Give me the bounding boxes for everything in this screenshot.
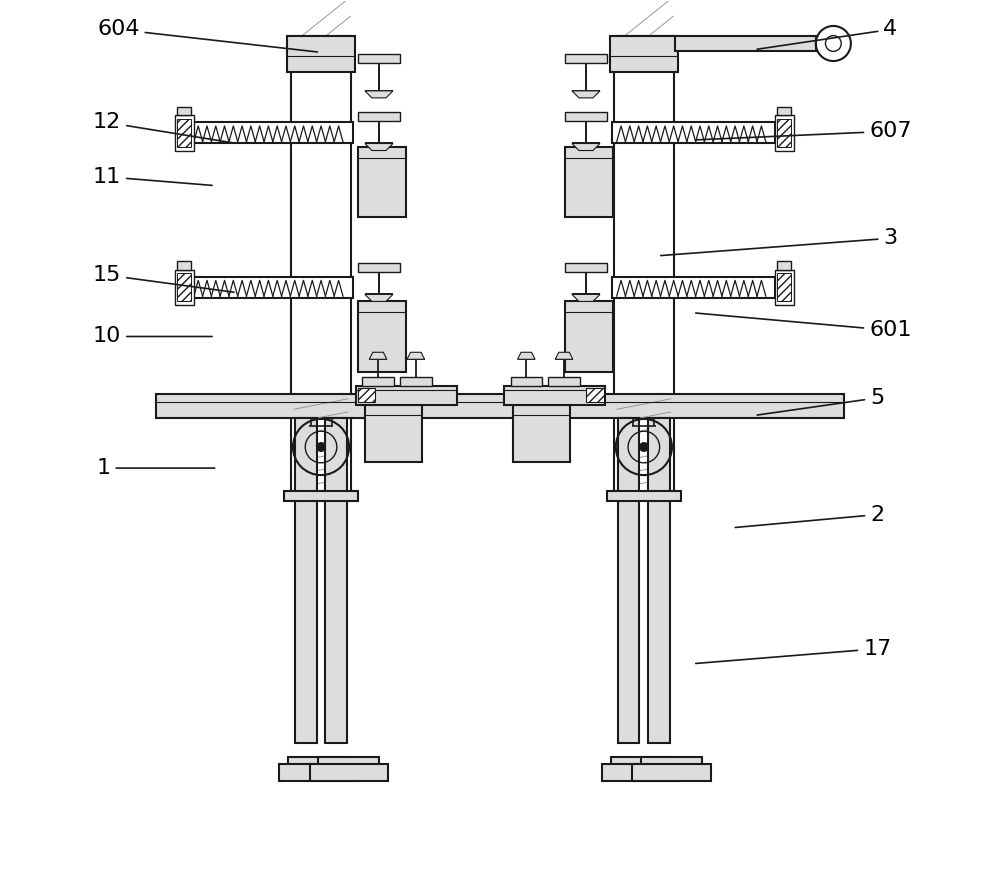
Bar (279, 764, 357, 781)
Text: 5: 5 (757, 388, 884, 415)
Bar (358, 388, 375, 402)
Bar (291, 36, 351, 493)
Bar (565, 112, 607, 121)
Bar (614, 36, 674, 493)
Bar (175, 115, 194, 150)
Polygon shape (407, 352, 425, 359)
Text: 1: 1 (96, 458, 215, 478)
Bar (511, 377, 542, 385)
Polygon shape (572, 295, 600, 301)
Bar (175, 270, 194, 304)
Text: 12: 12 (93, 113, 234, 143)
Bar (362, 377, 394, 385)
Text: 604: 604 (97, 19, 317, 52)
Polygon shape (555, 352, 573, 359)
Circle shape (639, 443, 648, 451)
Text: 11: 11 (93, 167, 212, 187)
Bar (400, 377, 432, 385)
Text: 10: 10 (93, 326, 212, 347)
Polygon shape (365, 143, 393, 150)
Text: 601: 601 (696, 313, 912, 341)
Text: 607: 607 (696, 121, 912, 141)
Polygon shape (572, 91, 600, 98)
Bar (190, 277, 353, 298)
Bar (610, 36, 678, 71)
Polygon shape (365, 295, 393, 301)
Bar (310, 764, 388, 781)
Text: 17: 17 (696, 639, 891, 664)
Bar (777, 119, 791, 147)
Bar (358, 301, 406, 371)
Bar (618, 418, 639, 743)
Bar (295, 418, 317, 743)
Bar (777, 274, 791, 301)
Bar (504, 385, 605, 405)
Bar (612, 277, 775, 298)
Bar (177, 106, 191, 115)
Bar (190, 122, 353, 143)
Bar (284, 491, 358, 502)
Bar (565, 263, 607, 272)
Bar (611, 757, 671, 773)
Bar (318, 757, 379, 773)
Bar (358, 54, 400, 62)
Bar (775, 115, 794, 150)
Bar (288, 757, 348, 773)
Bar (358, 112, 400, 121)
Bar (607, 491, 681, 502)
Bar (565, 301, 613, 371)
Polygon shape (365, 91, 393, 98)
Bar (513, 405, 570, 462)
Bar (356, 385, 457, 405)
Bar (358, 147, 406, 217)
Polygon shape (518, 352, 535, 359)
Polygon shape (369, 352, 387, 359)
Bar (358, 263, 400, 272)
Bar (586, 388, 604, 402)
Bar (177, 261, 191, 270)
Bar (548, 377, 580, 385)
Bar (287, 36, 355, 71)
Bar (177, 119, 191, 147)
Bar (775, 270, 794, 304)
Text: 4: 4 (757, 19, 897, 49)
Bar (156, 393, 844, 418)
Circle shape (317, 443, 325, 451)
Bar (648, 418, 670, 743)
Bar (777, 106, 791, 115)
Bar (602, 764, 680, 781)
Bar (177, 274, 191, 301)
Bar (565, 147, 613, 217)
Bar (365, 405, 422, 462)
Bar (777, 261, 791, 270)
Bar (325, 418, 347, 743)
Text: 3: 3 (661, 228, 897, 255)
Text: 2: 2 (735, 504, 884, 527)
Bar (612, 122, 775, 143)
Bar (565, 54, 607, 62)
Bar (675, 36, 816, 50)
Bar (632, 764, 711, 781)
Text: 15: 15 (93, 265, 234, 292)
Bar (641, 757, 702, 773)
Polygon shape (572, 143, 600, 150)
